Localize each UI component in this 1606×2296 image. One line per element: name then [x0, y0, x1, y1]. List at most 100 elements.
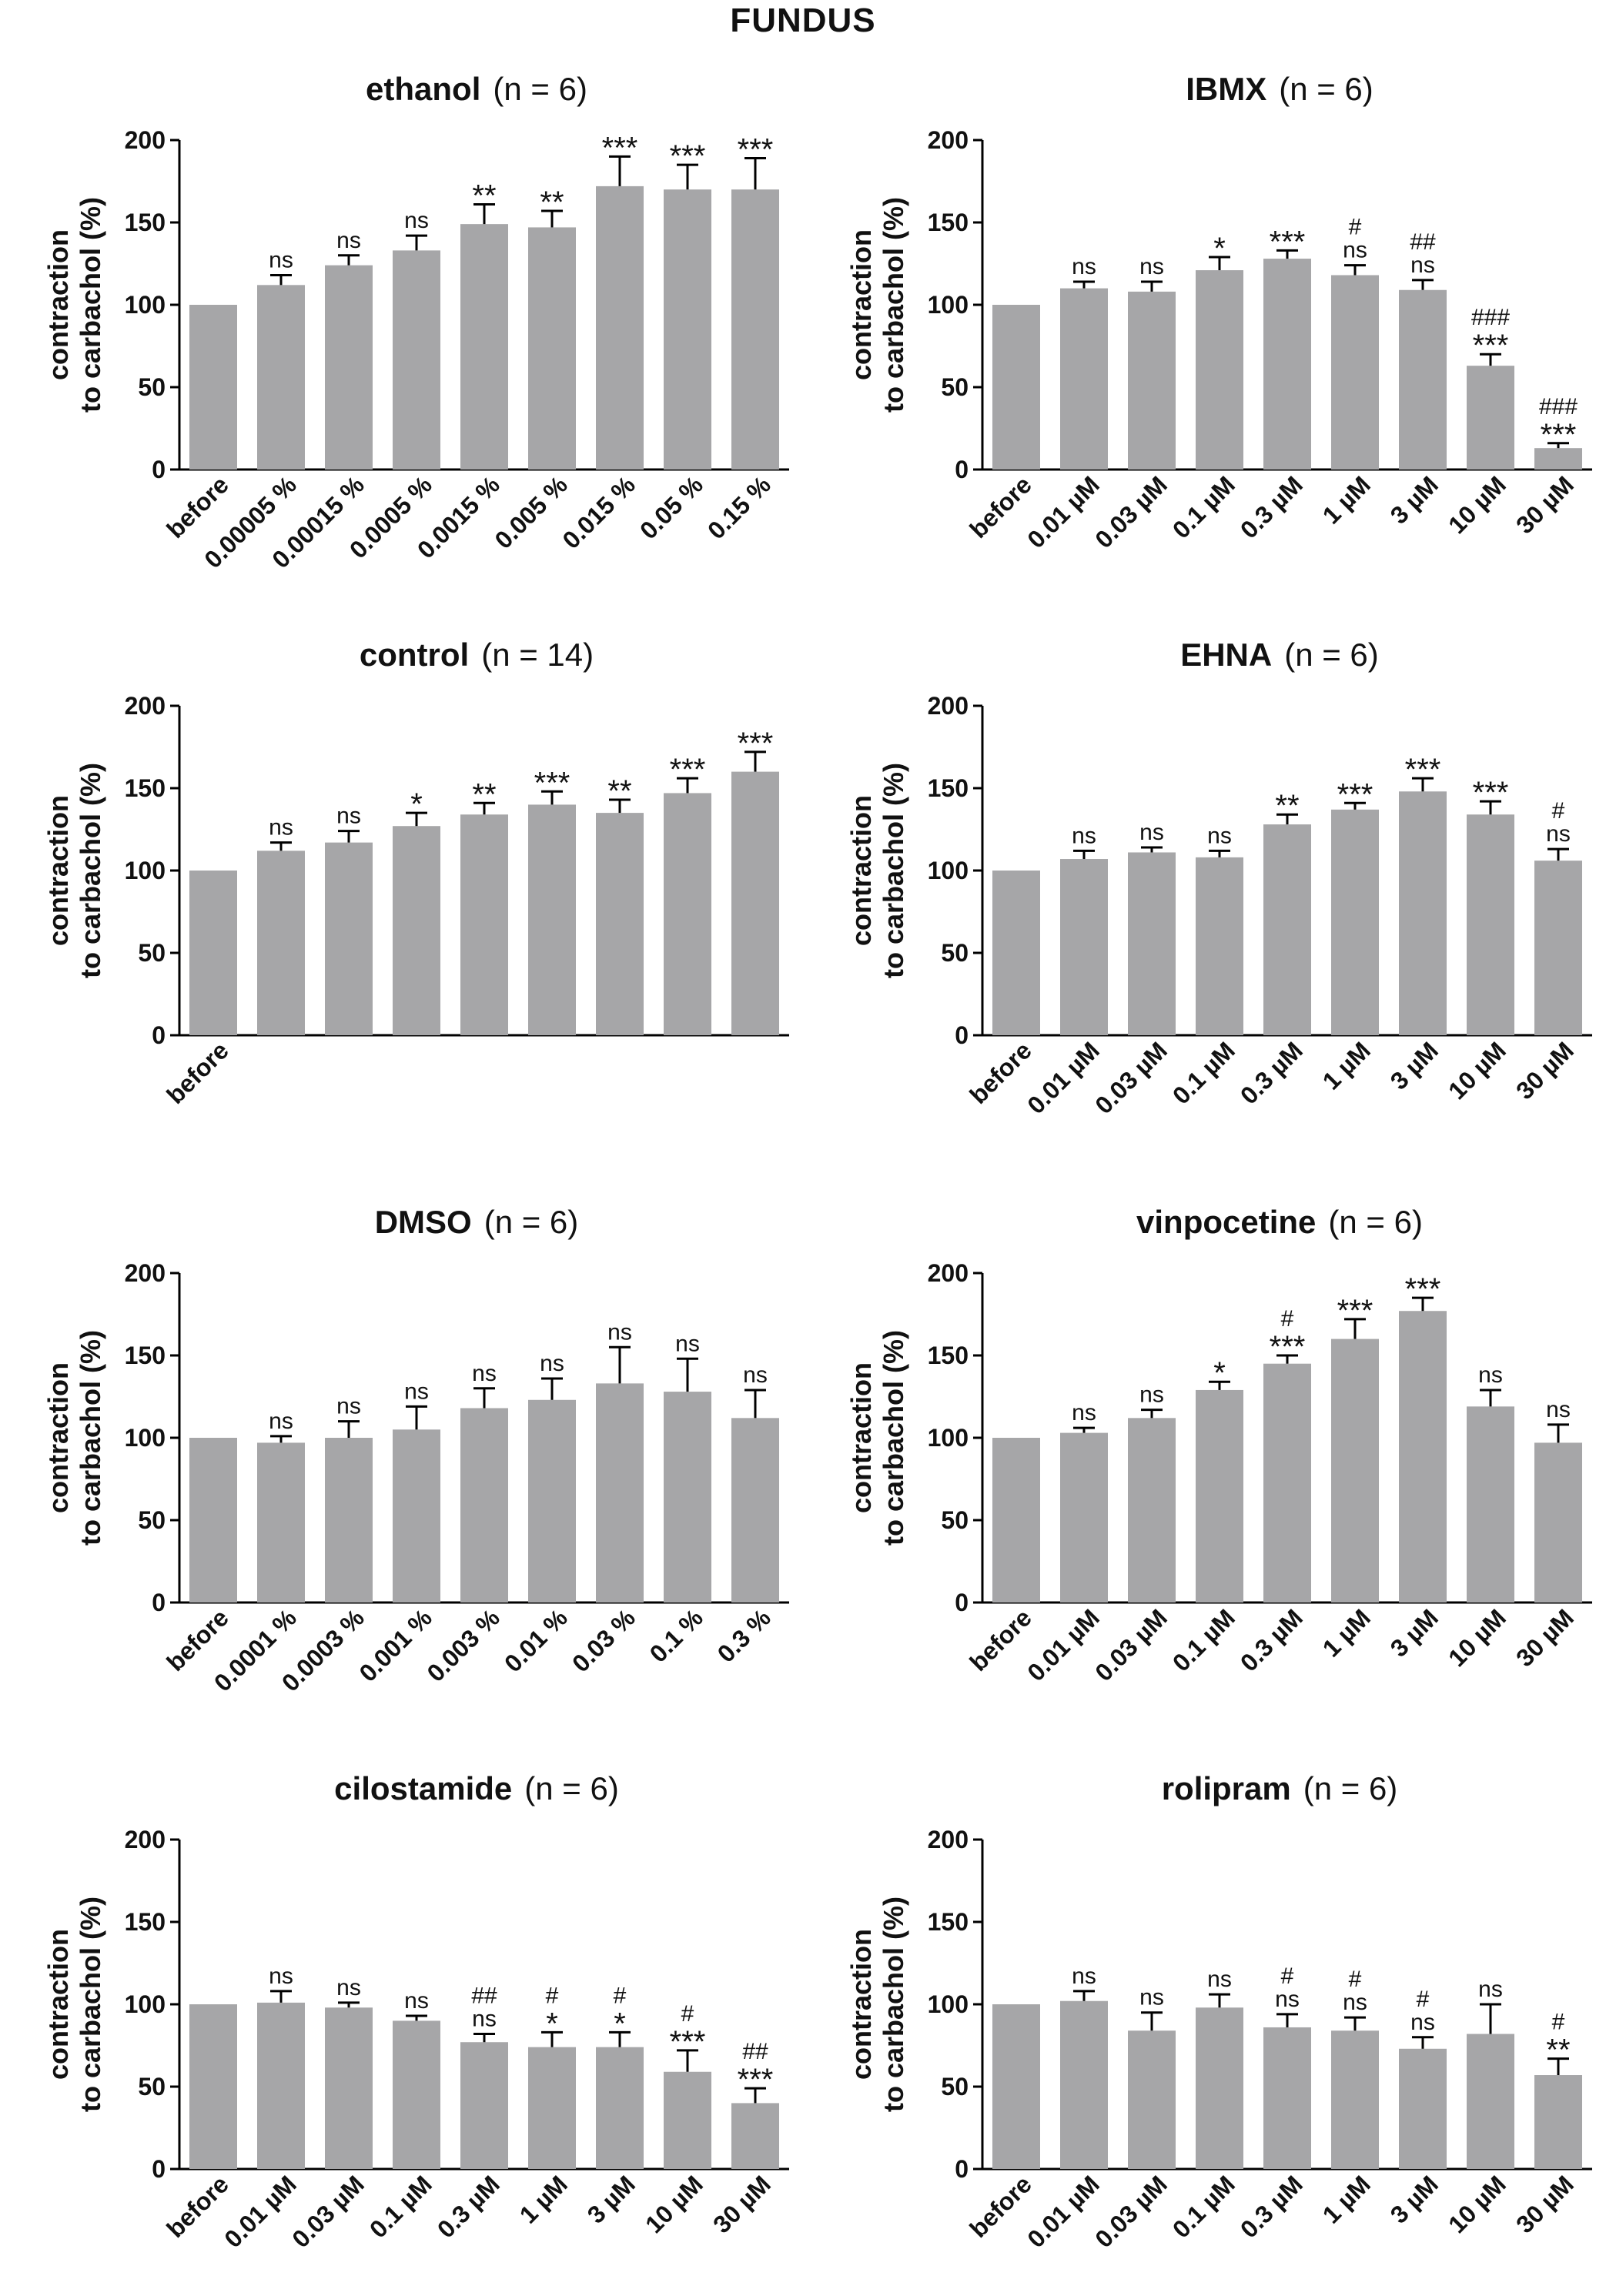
y-tick-label: 100: [928, 291, 969, 319]
significance-label: ns: [1072, 823, 1096, 848]
y-axis-label-line2: to carbachol (%): [878, 763, 909, 978]
chart-title-compound: DMSO: [375, 1204, 472, 1240]
significance-label: ns: [1139, 820, 1164, 845]
significance-label: ns: [1139, 1985, 1164, 2010]
significance-label: *: [410, 787, 423, 821]
x-tick-label: 30 µM: [1511, 1603, 1579, 1672]
bar: [1060, 2000, 1108, 2169]
bar: [1263, 2027, 1311, 2169]
x-tick-label: 3 µM: [1385, 470, 1444, 529]
x-tick-label: 1 µM: [1317, 1603, 1376, 1662]
significance-label: ns: [1478, 1362, 1503, 1388]
x-tick-label: 0.03 %: [567, 1603, 641, 1677]
panel-a: ethanol (n = 6) contractionto carbachol (%…: [0, 35, 801, 597]
x-tick-label: 0.1 µM: [1167, 2170, 1240, 2243]
y-tick-label: 50: [138, 939, 166, 967]
bar: [992, 871, 1040, 1035]
x-tick-label: 0.01 µM: [1022, 470, 1105, 553]
x-tick-label: 0.3 µM: [1235, 1036, 1308, 1109]
chart-title-n: (n = 6): [1328, 1204, 1423, 1240]
bar: [1399, 289, 1447, 470]
y-tick-label: 50: [138, 373, 166, 401]
significance-label: **: [540, 185, 564, 219]
y-tick-label: 100: [125, 1424, 166, 1452]
significance-label: ns: [1275, 1987, 1300, 2012]
significance-label: ns: [1072, 254, 1096, 279]
chart-title-compound: cilostamide: [334, 1770, 512, 1806]
chart-title-compound: EHNA: [1180, 637, 1272, 673]
significance-label: ns: [675, 1331, 700, 1356]
bar: [1196, 1389, 1243, 1603]
x-tick-label: 3 µM: [1385, 1036, 1444, 1095]
chart-svg: vinpocetine (n = 6) contractionto carbacho…: [845, 1204, 1592, 1686]
y-axis-label-line2: to carbachol (%): [878, 1897, 909, 2112]
significance-label: ***: [1473, 776, 1509, 810]
chart-title: cilostamide (n = 6): [334, 1770, 619, 1806]
y-tick-label: 0: [955, 2155, 969, 2183]
significance-label: **: [472, 777, 496, 811]
bar: [257, 1442, 305, 1603]
significance-label: ns: [336, 1394, 361, 1419]
bar: [460, 1408, 508, 1603]
significance-label: ns: [743, 1362, 768, 1388]
bar: [1467, 2034, 1514, 2169]
bar: [1467, 1406, 1514, 1603]
y-tick-label: 50: [941, 939, 969, 967]
panel-c: control (n = 14) contractionto carbachol (…: [0, 600, 801, 1162]
significance-label: ns: [1207, 1967, 1232, 1992]
x-tick-label: 0.03 µM: [1089, 1036, 1173, 1119]
significance-hash-label: #: [1552, 2010, 1565, 2035]
chart-title: vinpocetine (n = 6): [1136, 1204, 1423, 1240]
x-tick-label: 30 µM: [1511, 1036, 1579, 1105]
bar: [1128, 1418, 1176, 1603]
chart-title-compound: control: [360, 637, 469, 673]
chart-title-n: (n = 6): [1284, 637, 1379, 673]
x-tick-label: 3 µM: [1385, 1603, 1444, 1662]
significance-label: *: [546, 2007, 558, 2040]
x-tick-label: 0.01 µM: [1022, 1603, 1105, 1686]
y-tick-label: 0: [955, 1021, 969, 1049]
bar: [189, 1438, 237, 1603]
x-tick-label: 0.03 µM: [1089, 2170, 1173, 2253]
significance-hash-label: #: [1281, 1306, 1294, 1332]
significance-label: ***: [1337, 1294, 1373, 1328]
y-tick-label: 200: [125, 1259, 166, 1287]
x-tick-label: 0.3 %: [712, 1603, 776, 1667]
bar: [664, 1392, 711, 1603]
significance-hash-label: #: [1349, 1967, 1362, 1992]
chart-title: IBMX (n = 6): [1186, 71, 1373, 107]
panel-f: vinpocetine (n = 6) contractionto carbacho…: [803, 1168, 1604, 1730]
y-tick-label: 200: [125, 1826, 166, 1853]
bar: [1534, 448, 1582, 470]
significance-label: ***: [670, 139, 706, 173]
significance-label: ns: [540, 1351, 564, 1376]
y-tick-label: 0: [152, 2155, 166, 2183]
y-tick-label: 200: [125, 692, 166, 720]
x-tick-label: 0.01 µM: [1022, 1036, 1105, 1119]
significance-label: ns: [1546, 1397, 1571, 1422]
significance-hash-label: #: [614, 1983, 627, 2008]
significance-label: ns: [336, 228, 361, 253]
x-tick-label: 0.1 µM: [1167, 1603, 1240, 1676]
chart-title-compound: ethanol: [366, 71, 480, 107]
chart-title: rolipram (n = 6): [1162, 1770, 1398, 1806]
significance-label: ns: [472, 1361, 497, 1386]
bar: [596, 2047, 644, 2169]
bar: [528, 227, 576, 470]
y-tick-label: 0: [152, 456, 166, 483]
bar: [1467, 814, 1514, 1035]
significance-hash-label: #: [681, 2001, 694, 2027]
panel-g: cilostamide (n = 6) contractionto carbacho…: [0, 1734, 801, 2296]
significance-label: ***: [670, 2025, 706, 2059]
y-axis-label: contractionto carbachol (%): [42, 763, 106, 978]
y-tick-label: 200: [928, 1826, 969, 1853]
bar: [596, 1383, 644, 1603]
chart-title-compound: rolipram: [1162, 1770, 1291, 1806]
chart-title: ethanol (n = 6): [366, 71, 587, 107]
y-axis-label-line1: contraction: [845, 1929, 877, 2080]
x-tick-label: 0.03 µM: [1089, 470, 1173, 553]
y-axis-label-line1: contraction: [845, 795, 877, 946]
significance-hash-label: ###: [1539, 394, 1578, 419]
significance-label: ***: [738, 727, 774, 760]
bar: [1196, 270, 1243, 470]
